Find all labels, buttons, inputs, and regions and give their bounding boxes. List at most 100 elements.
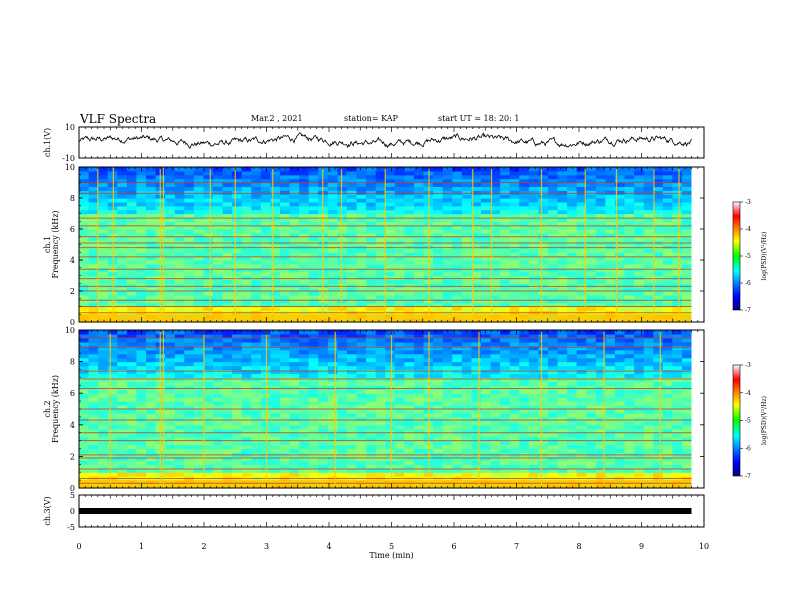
spectrogram-cell xyxy=(634,298,645,304)
spectrogram-cell xyxy=(279,389,291,394)
spectrogram-cell xyxy=(251,444,262,450)
spectrogram-cell xyxy=(500,256,511,261)
spectrogram-cell xyxy=(136,420,147,426)
spectrogram-cell xyxy=(232,409,243,414)
spectrogram-cell xyxy=(98,287,109,292)
spectrogram-cell xyxy=(279,256,291,261)
spectrogram-cell xyxy=(643,428,654,434)
spectrogram-cell xyxy=(413,460,425,465)
spectrogram-cell xyxy=(404,428,415,434)
spectrogram-cell xyxy=(366,341,377,347)
spectrogram-cell xyxy=(452,260,463,265)
spectrogram-cell xyxy=(519,298,530,304)
spectrogram-cell xyxy=(98,178,109,184)
spectrogram-cell xyxy=(509,428,520,434)
spectrogram-cell xyxy=(337,389,348,394)
spectrogram-cell xyxy=(480,412,492,418)
spectrogram-cell xyxy=(643,287,654,292)
spectrogram-cell xyxy=(79,349,90,355)
spectrogram-cell xyxy=(614,298,626,304)
spectrogram-cell xyxy=(653,252,664,257)
spectrogram-cell xyxy=(308,186,319,191)
spectrogram-cell xyxy=(375,244,386,249)
spectrogram-cell xyxy=(346,221,358,226)
spectrogram-cell xyxy=(145,345,157,351)
spectrogram-cell xyxy=(557,412,568,418)
spectrogram-cell xyxy=(404,256,415,261)
spectrogram-cell xyxy=(547,460,559,465)
spectrogram-cell xyxy=(88,244,99,249)
spectrogram-cell xyxy=(480,381,492,386)
spectrogram-cell xyxy=(184,353,195,359)
spectrogram-cell xyxy=(251,302,262,308)
spectrogram-cell xyxy=(270,401,281,406)
spectrogram-cell xyxy=(528,361,539,367)
spectrogram-cell xyxy=(318,373,329,378)
spectrogram-cell xyxy=(375,440,386,446)
spectrogram-cell xyxy=(595,217,606,222)
spectrogram-cell xyxy=(270,345,281,351)
spectrogram-cell xyxy=(327,263,338,269)
spectrogram-cell xyxy=(107,448,118,454)
spectrogram-cell xyxy=(107,401,118,406)
spectrogram-cell xyxy=(624,221,635,226)
spectrogram-cell xyxy=(653,306,664,311)
spectrogram-cell xyxy=(500,170,511,176)
spectrogram-cell xyxy=(98,298,109,304)
spectrogram-cell xyxy=(634,248,645,253)
spectrogram-cell xyxy=(299,248,310,253)
spectrogram-cell xyxy=(509,217,520,222)
spectrogram-cell xyxy=(480,420,492,426)
spectrogram-cell xyxy=(184,405,195,410)
spectrogram-cell xyxy=(509,456,520,461)
spectrogram-cell xyxy=(595,252,606,257)
spectrogram-cell xyxy=(184,302,195,308)
spectrogram-cell xyxy=(672,385,683,390)
spectrogram-cell xyxy=(557,217,568,222)
spectrogram-cell xyxy=(404,412,415,418)
spectrogram-cell xyxy=(165,209,176,215)
spectrogram-cell xyxy=(480,267,492,273)
spectrogram-cell xyxy=(605,275,616,280)
spectrogram-cell xyxy=(385,263,396,269)
spectrogram-cell xyxy=(528,263,539,269)
spectrogram-cell xyxy=(500,428,511,434)
spectrogram-cell xyxy=(251,190,262,195)
spectrogram-cell xyxy=(490,424,501,430)
spectrogram-cell xyxy=(98,221,109,226)
spectrogram-cell xyxy=(184,369,195,375)
spectrogram-cell xyxy=(394,182,405,187)
spectrogram-cell xyxy=(289,232,300,238)
spectrogram-cell xyxy=(289,267,300,273)
spectrogram-cell xyxy=(433,345,444,351)
spectrogram-cell xyxy=(672,306,683,311)
spectrogram-cell xyxy=(653,468,664,473)
spectrogram-cell xyxy=(232,468,243,473)
spectrogram-cell xyxy=(212,432,224,438)
spectrogram-cell xyxy=(538,385,549,390)
spectrogram-cell xyxy=(222,420,233,426)
spectrogram-cell xyxy=(433,341,444,347)
spectrogram-cell xyxy=(643,420,654,426)
spectrogram-cell xyxy=(174,256,185,261)
spectrogram-cell xyxy=(88,412,99,418)
spectrogram-cell xyxy=(222,302,233,308)
spectrogram-cell xyxy=(98,337,109,343)
spectrogram-cell xyxy=(136,178,147,184)
spectrogram-cell xyxy=(193,416,205,422)
spectrogram-cell xyxy=(222,456,233,461)
spectrogram-cell xyxy=(251,236,262,242)
spectrogram-cell xyxy=(79,194,90,199)
spectrogram-cell xyxy=(375,167,386,172)
spectrogram-cell xyxy=(366,472,377,477)
spectrogram-cell xyxy=(490,201,501,207)
spectrogram-cell xyxy=(327,221,338,226)
spectrogram-cell xyxy=(222,294,233,300)
spectrogram-cell xyxy=(193,337,205,343)
spectrogram-cell xyxy=(117,209,128,215)
spectrogram-cell xyxy=(404,468,415,473)
spectrogram-cell xyxy=(212,456,224,461)
spectrogram-cell xyxy=(241,460,252,465)
spectrogram-cell xyxy=(452,279,463,284)
spectrogram-cell xyxy=(107,428,118,434)
